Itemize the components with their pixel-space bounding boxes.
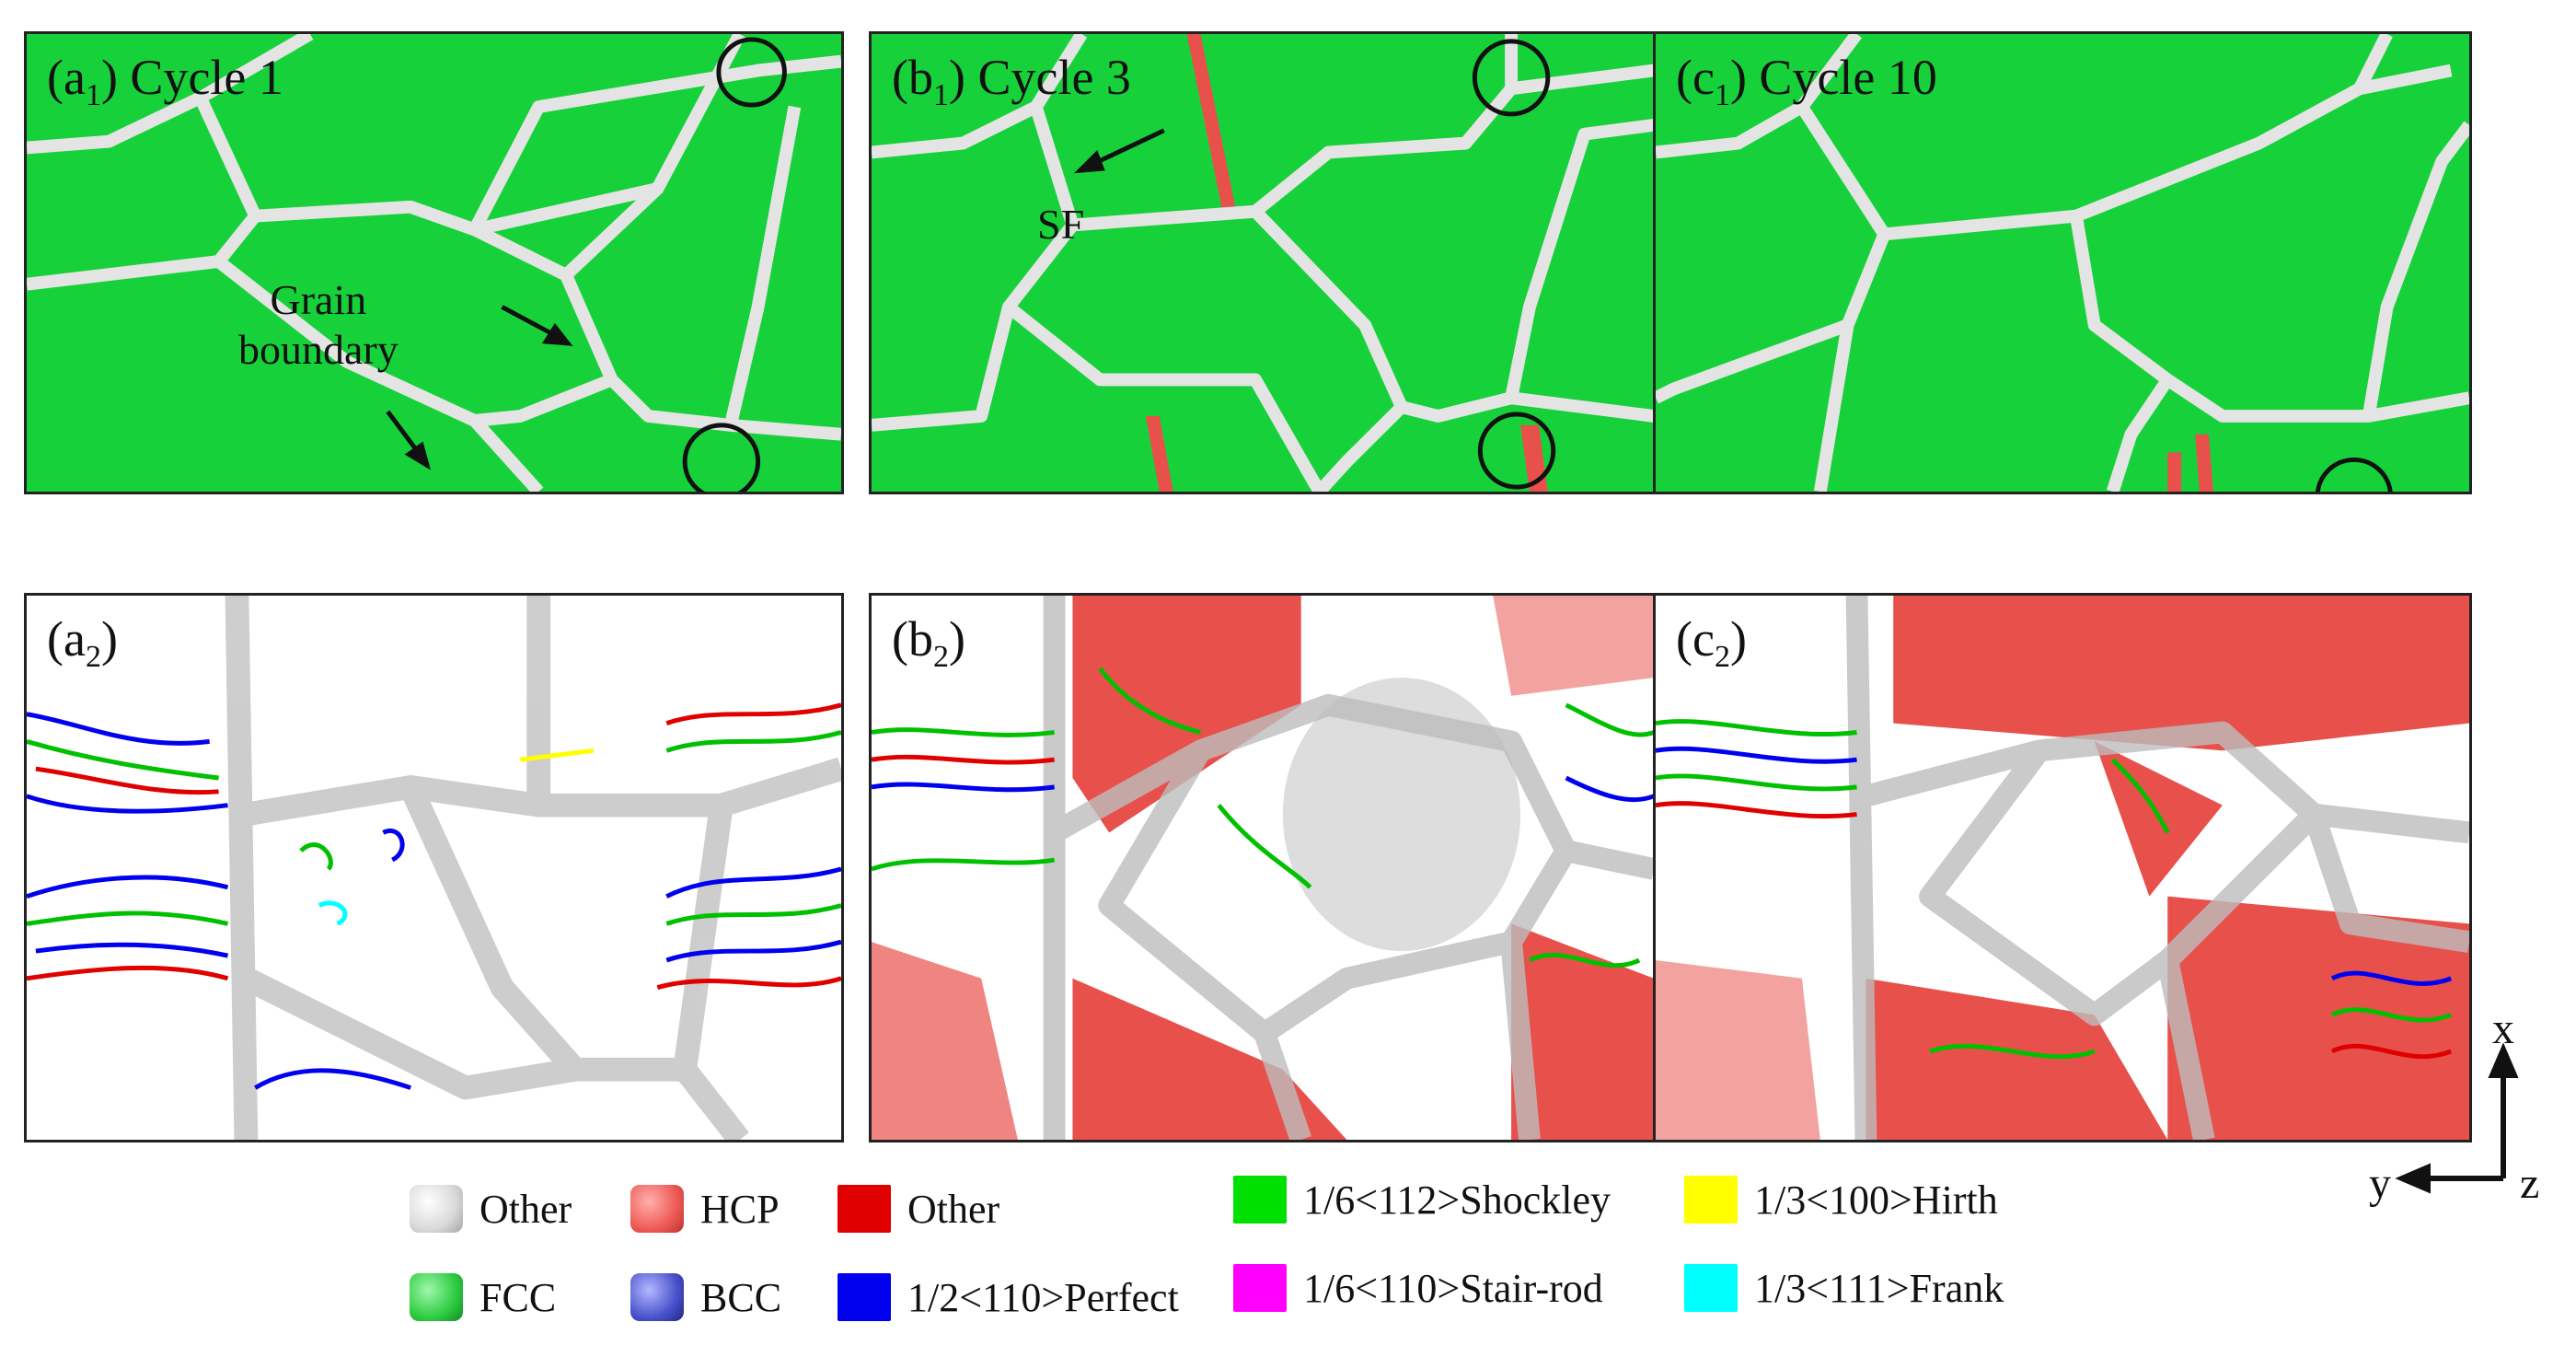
panel-b2: (b2) (869, 593, 1657, 1142)
dislocation-other-swatch (837, 1185, 891, 1233)
structure-hcp-swatch (630, 1185, 684, 1233)
grain-structure-a1 (27, 34, 841, 492)
structure-fcc-swatch (410, 1273, 463, 1321)
grain-boundary-label: Grain boundary (238, 276, 399, 373)
axis-label-z: z (2520, 1159, 2540, 1208)
legend-dislocation-other: Other (837, 1177, 999, 1241)
panel-c2: (c2) (1653, 593, 2472, 1142)
legend-dislocation-hirth: 1/3<100>Hirth (1684, 1167, 1998, 1232)
panel-label-a1: (a1) Cycle 1 (47, 50, 283, 112)
legend-structure-other: Other (410, 1177, 572, 1241)
panel-c1: (c1) Cycle 10 (1653, 31, 2472, 494)
legend-structure-fcc: FCC (410, 1265, 556, 1329)
dislocation-perfect-swatch (837, 1273, 891, 1321)
panel-label-b2: (b2) (892, 611, 965, 674)
panel-b1: (b1) Cycle 3 SF (869, 31, 1657, 494)
legend-structure-bcc: BCC (630, 1265, 781, 1329)
grain-structure-b1 (872, 34, 1654, 492)
panel-label-c1: (c1) Cycle 10 (1676, 50, 1937, 112)
axis-label-y: y (2369, 1159, 2391, 1208)
axis-label-x: x (2492, 1004, 2514, 1053)
structure-other-swatch (410, 1185, 463, 1233)
stacking-fault-label: SF (1037, 201, 1085, 248)
axes-arrows (2395, 1042, 2519, 1194)
panel-a2: (a2) (24, 593, 844, 1142)
panel-label-a2: (a2) (47, 611, 118, 674)
dislocation-frank-swatch (1684, 1264, 1738, 1312)
legend-dislocation-perfect: 1/2<110>Perfect (837, 1265, 1179, 1329)
legend-dislocation-shockley: 1/6<112>Shockley (1233, 1167, 1611, 1232)
dislocation-stair-rod-swatch (1233, 1264, 1287, 1312)
structure-bcc-swatch (630, 1273, 684, 1321)
legend-dislocation-frank: 1/3<111>Frank (1684, 1256, 2004, 1320)
dislocation-shockley-swatch (1233, 1176, 1287, 1224)
legend-structure-hcp: HCP (630, 1177, 780, 1241)
panel-label-c2: (c2) (1676, 611, 1747, 674)
legend-dislocation-stair-rod: 1/6<110>Stair-rod (1233, 1256, 1603, 1320)
dislocation-network-a2 (27, 596, 841, 1140)
coordinate-axes: x y z (2369, 1004, 2559, 1224)
dislocation-network-c2 (1656, 596, 2469, 1140)
dislocation-hirth-swatch (1684, 1176, 1738, 1224)
dislocation-network-b2 (872, 596, 1654, 1140)
panel-label-b1: (b1) Cycle 3 (892, 50, 1131, 112)
grain-structure-c1 (1656, 34, 2469, 492)
panel-a1: (a1) Cycle 1 Grain boundary (24, 31, 844, 494)
